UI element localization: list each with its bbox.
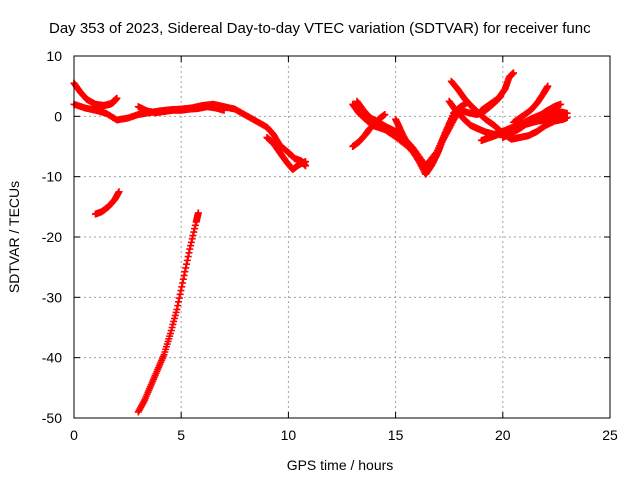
- data-point: [191, 221, 199, 229]
- data-point: [188, 235, 196, 243]
- data-point: [186, 245, 194, 253]
- data-point: [175, 298, 183, 306]
- series-track-16: [510, 82, 552, 126]
- data-point: [179, 279, 187, 287]
- data-point: [190, 228, 198, 236]
- data-point: [302, 158, 310, 166]
- x-axis-label: GPS time / hours: [287, 457, 394, 473]
- y-tick-label: -10: [42, 169, 62, 185]
- data-point: [451, 114, 459, 122]
- x-tick-label: 25: [602, 427, 618, 443]
- data-point: [115, 188, 123, 196]
- y-tick-label: 10: [46, 48, 62, 64]
- data-point: [181, 268, 189, 276]
- data-point: [174, 302, 182, 310]
- data-point: [177, 287, 185, 295]
- data-point: [182, 264, 190, 272]
- data-point: [557, 100, 565, 108]
- x-tick-label: 0: [70, 427, 78, 443]
- data-point: [173, 305, 181, 313]
- data-point: [194, 209, 202, 217]
- y-tick-label: -20: [42, 229, 62, 245]
- series-track-1: [70, 79, 121, 111]
- data-point: [178, 283, 186, 291]
- data-point: [185, 249, 193, 257]
- data-point: [187, 242, 195, 250]
- y-tick-label: -50: [42, 410, 62, 426]
- data-point: [220, 106, 228, 114]
- series-track-15: [477, 69, 518, 114]
- y-tick-label: -40: [42, 350, 62, 366]
- data-point: [191, 225, 199, 233]
- data-point: [381, 111, 389, 119]
- data-point: [510, 69, 518, 77]
- x-tick-label: 10: [281, 427, 297, 443]
- axis-ticks: 0 5 10 15 20 25 -50 -40 -30 -20 -10 0 10: [42, 48, 618, 443]
- chart-title: Day 353 of 2023, Sidereal Day-to-day VTE…: [49, 20, 591, 37]
- data-point: [563, 109, 571, 117]
- x-tick-label: 5: [177, 427, 185, 443]
- series-track-5: [91, 188, 123, 218]
- series-track-10: [392, 112, 460, 178]
- y-tick-label: 0: [54, 108, 62, 124]
- data-point: [183, 256, 191, 264]
- data-points: [70, 69, 571, 416]
- series-track-4: [263, 133, 310, 173]
- series-track-6: [134, 209, 202, 416]
- series-track-13: [447, 77, 571, 143]
- series-track-17: [499, 100, 565, 141]
- data-point: [184, 253, 192, 261]
- data-point: [175, 294, 183, 302]
- x-tick-label: 20: [495, 427, 511, 443]
- data-point: [189, 231, 197, 239]
- data-point: [176, 290, 184, 298]
- y-tick-label: -30: [42, 289, 62, 305]
- x-tick-label: 15: [388, 427, 404, 443]
- series-track-3: [134, 103, 228, 117]
- y-axis-label: SDTVAR / TECUs: [6, 181, 22, 293]
- data-point: [183, 260, 191, 268]
- data-point: [544, 82, 552, 90]
- data-point: [187, 238, 195, 246]
- data-point: [180, 271, 188, 279]
- data-point: [179, 275, 187, 283]
